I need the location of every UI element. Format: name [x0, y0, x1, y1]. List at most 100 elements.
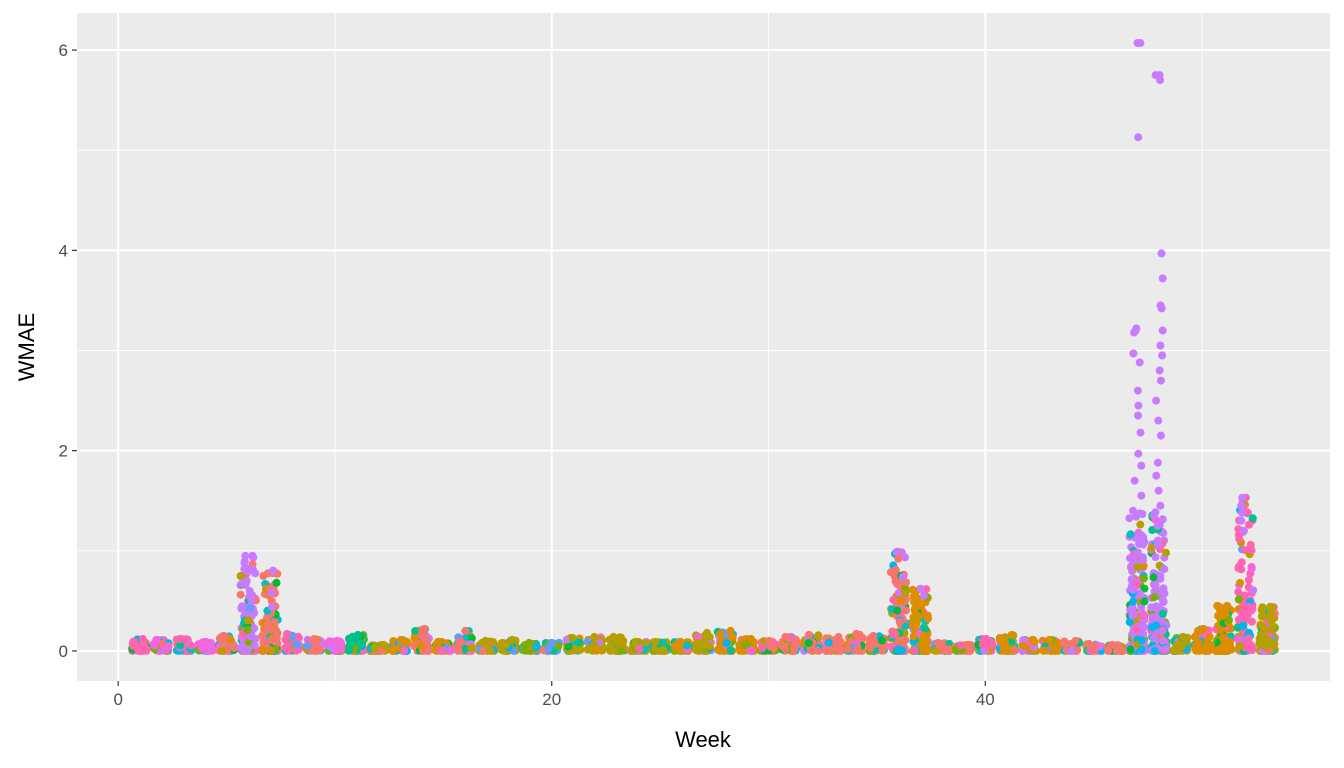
data-point: [1139, 574, 1148, 583]
data-point: [420, 624, 429, 633]
data-point: [912, 594, 921, 603]
data-point: [1127, 575, 1136, 584]
data-point: [333, 636, 341, 645]
data-point: [554, 641, 563, 650]
data-point: [315, 645, 324, 654]
data-point: [1247, 546, 1256, 555]
data-point: [1140, 623, 1149, 632]
data-point: [1244, 576, 1253, 584]
data-point: [1136, 536, 1145, 545]
data-point: [805, 630, 813, 639]
data-point: [834, 632, 843, 641]
x-tick-label: 0: [113, 690, 122, 709]
data-point: [502, 640, 511, 649]
data-point: [411, 627, 420, 635]
data-point-outlier: [1156, 341, 1165, 350]
data-point: [486, 646, 495, 655]
data-point: [1160, 589, 1169, 598]
data-point: [186, 641, 195, 650]
data-point: [888, 630, 897, 639]
data-points: [128, 39, 1279, 655]
data-point: [1148, 526, 1157, 534]
data-point-outlier: [1156, 431, 1165, 440]
data-point: [1090, 644, 1099, 653]
data-point: [964, 640, 973, 649]
data-point: [1137, 636, 1146, 645]
data-point: [1150, 634, 1159, 643]
data-point-outlier: [1158, 351, 1167, 360]
data-point: [138, 634, 147, 643]
data-point: [244, 616, 252, 625]
data-point: [922, 647, 931, 655]
data-point-outlier: [892, 547, 901, 556]
plot-panel: [77, 13, 1330, 681]
data-point-outlier: [1130, 328, 1139, 337]
data-point: [1158, 515, 1167, 524]
data-point: [417, 641, 426, 650]
data-point: [1236, 641, 1244, 650]
data-point: [226, 636, 235, 645]
data-point: [1239, 607, 1248, 616]
data-point: [852, 629, 861, 638]
x-tick-label: 20: [542, 690, 561, 709]
data-point: [716, 629, 725, 638]
data-point: [1148, 623, 1156, 632]
data-point: [920, 631, 929, 640]
data-point-outlier: [1239, 526, 1248, 535]
data-point: [270, 617, 279, 626]
data-point: [924, 614, 932, 623]
data-point: [525, 638, 534, 647]
data-point: [1126, 645, 1135, 654]
data-point: [434, 637, 442, 646]
data-point: [568, 633, 577, 642]
data-point-outlier: [1135, 358, 1144, 367]
data-point-outlier: [1134, 449, 1143, 458]
data-point: [217, 646, 226, 655]
data-point: [1139, 630, 1148, 638]
data-point-outlier: [916, 584, 925, 593]
data-point: [635, 644, 644, 653]
data-point: [1158, 609, 1167, 618]
data-point: [1151, 553, 1160, 562]
data-point: [726, 626, 735, 635]
data-point: [370, 644, 379, 653]
data-point: [835, 646, 844, 655]
data-point: [1157, 627, 1166, 636]
data-point-outlier: [1238, 508, 1246, 517]
data-point-outlier: [1237, 516, 1246, 525]
data-point: [467, 644, 476, 652]
data-point: [1108, 640, 1117, 649]
data-point-outlier: [1158, 326, 1167, 335]
data-point: [1234, 588, 1243, 597]
data-point: [894, 645, 903, 654]
data-point: [532, 642, 541, 651]
data-point: [895, 618, 904, 626]
data-point: [1158, 596, 1167, 605]
data-point: [735, 644, 744, 653]
data-point: [572, 645, 581, 654]
data-point: [1029, 635, 1038, 644]
data-point-outlier: [267, 588, 276, 597]
data-point: [843, 645, 852, 654]
data-point: [1054, 646, 1062, 655]
data-point: [1010, 646, 1019, 655]
data-point: [1149, 573, 1158, 582]
data-point-outlier: [1137, 461, 1146, 470]
data-point-outlier: [898, 572, 907, 581]
data-point: [1205, 632, 1214, 641]
data-point: [609, 632, 618, 641]
data-point: [1039, 646, 1048, 655]
data-point: [357, 642, 366, 651]
data-point: [790, 645, 799, 654]
data-point: [1104, 646, 1113, 655]
data-point: [422, 636, 431, 645]
data-point: [1150, 593, 1159, 602]
data-point: [438, 646, 446, 655]
data-point: [910, 646, 919, 655]
data-point: [303, 642, 312, 650]
x-axis-title: Week: [675, 727, 732, 752]
data-point: [631, 637, 640, 646]
data-point: [1214, 611, 1223, 620]
data-point: [804, 639, 813, 647]
data-point: [934, 638, 943, 647]
